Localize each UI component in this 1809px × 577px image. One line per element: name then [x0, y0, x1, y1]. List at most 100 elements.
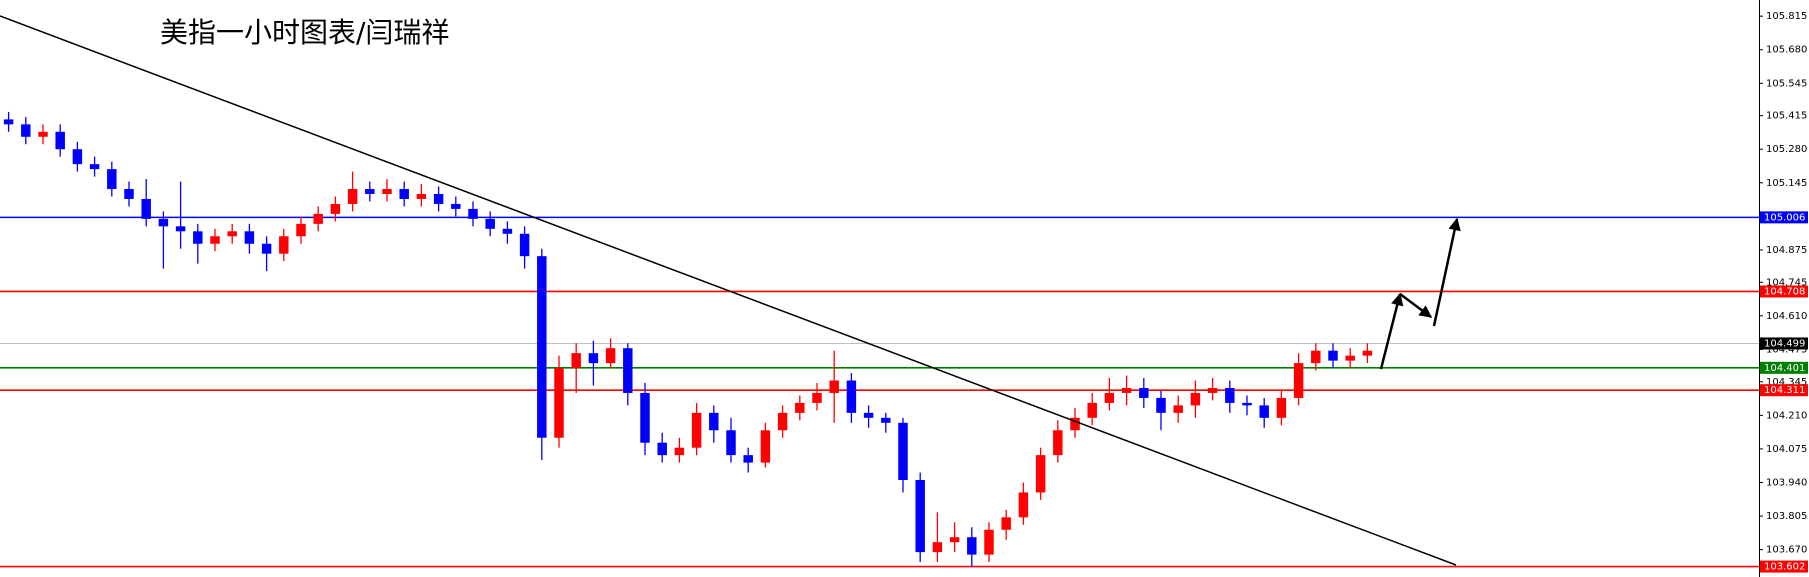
level-label: 105.006	[1764, 212, 1805, 223]
candle-body	[279, 236, 289, 254]
candle-body	[674, 447, 685, 456]
candle-body	[657, 442, 667, 456]
y-tick-label: 103.805	[1766, 511, 1807, 522]
candle-body	[846, 380, 857, 413]
candle-body	[1070, 417, 1080, 431]
candle-body	[554, 368, 564, 438]
candle-body	[485, 218, 495, 229]
level-label: 104.708	[1764, 286, 1805, 297]
candle-body	[829, 380, 839, 393]
candle-body	[760, 430, 771, 463]
y-tick-label: 105.145	[1766, 178, 1807, 189]
candle-body	[519, 233, 530, 257]
candle-body	[932, 542, 943, 553]
y-tick-label: 104.475	[1766, 344, 1807, 355]
candle-body	[1293, 363, 1304, 398]
y-tick-label: 105.680	[1766, 45, 1807, 56]
candle-body	[1311, 350, 1321, 364]
candle-body	[1362, 350, 1373, 356]
candle-body	[433, 193, 444, 204]
candle-body	[124, 189, 134, 199]
candle-body	[21, 124, 31, 137]
candle-body	[743, 455, 753, 463]
candle-body	[898, 422, 908, 481]
forecast-arrows	[1379, 217, 1461, 370]
candle-body	[175, 226, 186, 232]
candle-body	[107, 169, 117, 190]
y-tick-label: 104.745	[1766, 277, 1807, 288]
candle-body	[468, 208, 478, 219]
candle-body	[915, 480, 925, 553]
y-tick-label: 105.815	[1766, 11, 1807, 22]
y-tick-label: 104.875	[1766, 245, 1807, 256]
candle-body	[244, 231, 255, 244]
candle-body	[89, 164, 100, 170]
level-label-box	[1760, 337, 1808, 350]
candle-body	[967, 537, 977, 555]
candle-body	[1345, 355, 1355, 361]
candle-body	[777, 412, 788, 431]
y-tick-label: 104.610	[1766, 311, 1807, 322]
candle-body	[399, 189, 409, 199]
candle-body	[141, 198, 151, 219]
trend-line	[0, 15, 1457, 566]
level-label-box	[1760, 285, 1808, 298]
y-tick-label: 104.210	[1766, 410, 1807, 421]
candle-body	[1259, 405, 1269, 418]
candle-body	[296, 223, 306, 237]
candle-body	[605, 348, 616, 364]
candle-body	[330, 203, 341, 214]
candle-body	[1139, 387, 1149, 398]
candle-body	[1087, 402, 1097, 418]
candle-body	[588, 353, 599, 364]
candle-body	[795, 402, 805, 413]
candle-body	[1104, 392, 1115, 403]
y-tick-label: 105.280	[1766, 144, 1807, 155]
level-label-box	[1760, 384, 1808, 397]
candle-body	[3, 119, 14, 125]
candle-body	[1156, 397, 1166, 413]
candle-body	[227, 231, 237, 237]
candle-body	[347, 189, 358, 204]
candle-body	[1190, 392, 1201, 406]
y-tick-label: 105.545	[1766, 78, 1807, 89]
candle-body	[984, 529, 994, 555]
candle-body	[709, 412, 719, 431]
candle-body	[1018, 492, 1029, 518]
candle-body	[1207, 387, 1218, 393]
level-label: 104.311	[1764, 385, 1805, 396]
y-tick-label: 104.345	[1766, 377, 1807, 388]
candle-body	[623, 348, 633, 393]
candle-body	[1173, 405, 1183, 413]
level-label-box	[1760, 560, 1808, 573]
candle-body	[1276, 397, 1287, 418]
level-label: 103.602	[1764, 562, 1805, 573]
y-tick-label: 103.670	[1766, 545, 1807, 556]
candle-body	[1001, 517, 1011, 530]
candle-body	[451, 203, 461, 209]
candle-body	[210, 236, 220, 244]
candle-body	[812, 392, 822, 403]
level-label: 104.499	[1764, 338, 1805, 349]
candle-body	[881, 417, 891, 423]
candle-body	[38, 131, 48, 137]
candle-body	[313, 213, 323, 224]
candle-body	[502, 228, 513, 234]
candle-body	[537, 256, 547, 438]
candle-body	[193, 231, 203, 244]
candle-body	[1225, 387, 1235, 403]
candle-body	[949, 537, 960, 543]
y-tick-label: 103.940	[1766, 477, 1807, 488]
y-tick-label: 105.415	[1766, 111, 1807, 122]
candle-body	[382, 189, 392, 194]
candle-body	[158, 218, 169, 227]
candle-body	[55, 131, 65, 150]
candle-body	[365, 189, 375, 194]
candle-body	[1242, 402, 1252, 406]
candle-body	[640, 392, 650, 443]
candle-body	[72, 149, 83, 165]
candle-body	[1328, 350, 1338, 361]
candle-body	[416, 193, 427, 199]
candle-body	[1053, 430, 1063, 456]
